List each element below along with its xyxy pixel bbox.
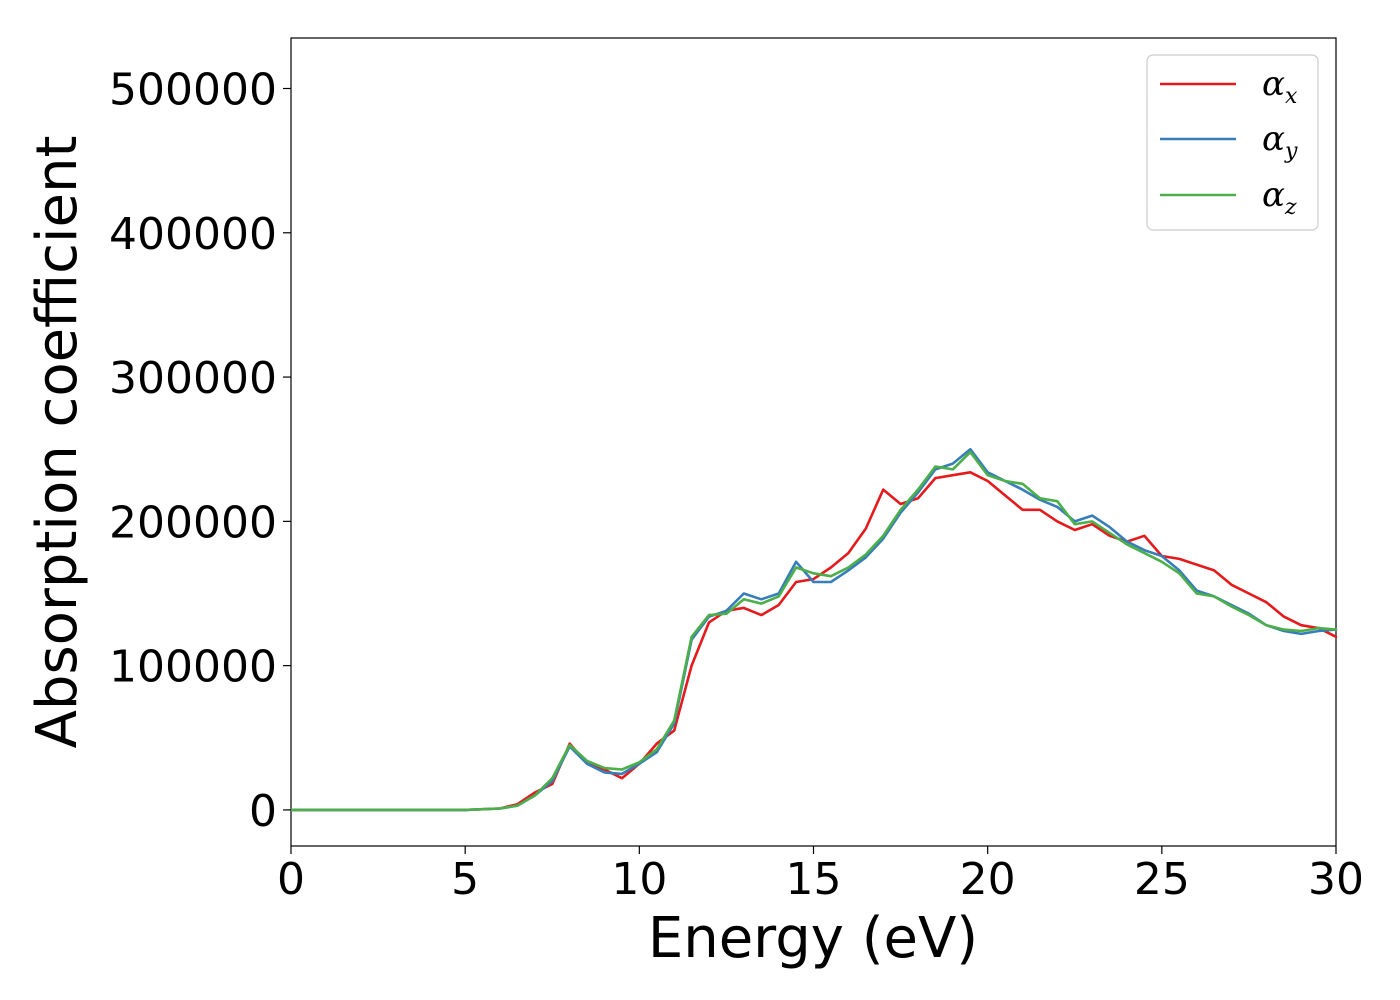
x-tick-label: 15 (786, 854, 842, 905)
x-tick-label: 20 (960, 854, 1016, 905)
series-group (289, 447, 1338, 812)
y-tick-label: 300000 (109, 353, 277, 404)
x-tick-label: 0 (277, 854, 305, 905)
y-tick-label: 400000 (109, 209, 277, 260)
series-line-y (289, 447, 1338, 812)
y-tick-label: 0 (249, 786, 277, 837)
series-line-z (289, 450, 1338, 812)
y-axis-ticks: 0 100000 200000 300000 400000 500000 (109, 65, 291, 837)
x-tick-label: 25 (1134, 854, 1190, 905)
x-axis-title: Energy (eV) (648, 906, 978, 971)
x-axis-ticks: 0 5 10 15 20 25 30 (277, 846, 1364, 905)
x-tick-label: 10 (611, 854, 667, 905)
y-tick-label: 500000 (109, 65, 277, 116)
y-tick-label: 200000 (109, 497, 277, 548)
x-tick-label: 30 (1308, 854, 1364, 905)
y-axis-title: Absorption coefficient (25, 136, 90, 749)
x-tick-label: 5 (451, 854, 479, 905)
y-tick-label: 100000 (109, 642, 277, 693)
legend-box (1146, 54, 1319, 231)
